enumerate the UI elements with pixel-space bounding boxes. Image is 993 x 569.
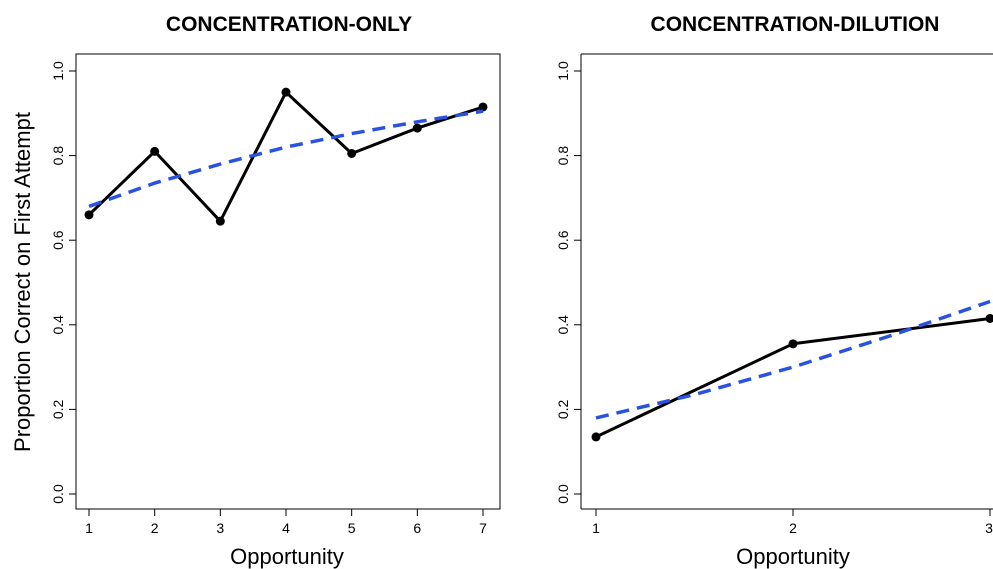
panel-1-data-point [84,210,94,220]
panel-1-x-tick-label: 7 [479,520,487,536]
panel-1-y-tick-label: 0.2 [50,399,66,419]
panel-1-observed-line [87,90,484,223]
panel-1-x-ticks: 1 2 3 4 5 6 7 [85,509,487,536]
panel-1-x-tick-label: 3 [216,520,224,536]
panel-2-title: CONCENTRATION-DILUTION [651,13,940,36]
panel-1-data-point [150,146,160,156]
panel-1-data-point [281,87,291,97]
panel-2-x-tick-label: 2 [789,520,797,536]
panel-1-x-axis-label: Opportunity [230,544,344,569]
panel-1-title: CONCENTRATION-ONLY [166,13,412,36]
panel-2-y-tick-label: 0.6 [555,230,571,250]
panel-2-x-axis-label: Opportunity [736,544,850,569]
panel-1-x-tick-label: 4 [282,520,290,536]
panel-1-y-tick-label: 0.8 [50,146,66,166]
panel-1-data-point [478,102,488,112]
panel-1-y-tick-label: 1.0 [50,61,66,81]
panel-2-x-tick-label: 1 [592,520,600,536]
panel-2-y-tick-label: 0.2 [555,399,571,419]
panel-2-fit-line [595,299,991,420]
panel-1-x-tick-label: 5 [348,520,356,536]
panel-1-x-tick-label: 2 [151,520,159,536]
panel-1-x-tick-label: 1 [85,520,93,536]
panel-1-y-tick-label: 0.4 [50,315,66,335]
panel-1-series [84,87,488,226]
panel-1-x-tick-label: 6 [413,520,421,536]
panel-2-data-point [788,339,798,349]
panel-concentration-dilution: CONCENTRATION-DILUTION Opportunity 1 2 3 0… [555,13,993,569]
panel-1-y-tick-label: 0.6 [50,230,66,250]
panel-1-data-point [412,123,422,133]
panel-1-y-axis-label: Proportion Correct on First Attempt [10,112,35,452]
panel-2-series [591,299,993,442]
panel-2-y-tick-label: 0.0 [555,484,571,504]
panel-2-y-tick-label: 1.0 [555,61,571,81]
panel-concentration-only: CONCENTRATION-ONLY Proportion Correct on… [10,13,501,569]
panel-1-y-tick-label: 0.0 [50,484,66,504]
panel-1-fit-line [88,109,484,209]
panel-1-data-point [215,216,225,226]
panel-2-data-point [591,432,601,442]
panel-1-y-ticks: 0.0 0.2 0.4 0.6 0.8 1.0 [50,61,76,504]
panel-2-x-tick-label: 3 [985,520,993,536]
panel-2-y-tick-label: 0.4 [555,315,571,335]
panel-1-plot-frame [75,53,501,510]
panel-2-y-ticks: 0.0 0.2 0.4 0.6 0.8 1.0 [555,61,581,504]
panel-2-data-point [985,313,993,323]
panel-2-y-tick-label: 0.8 [555,146,571,166]
panel-2-x-ticks: 1 2 3 [592,509,993,536]
panel-2-observed-line [595,317,991,439]
panel-1-data-point [347,148,357,158]
